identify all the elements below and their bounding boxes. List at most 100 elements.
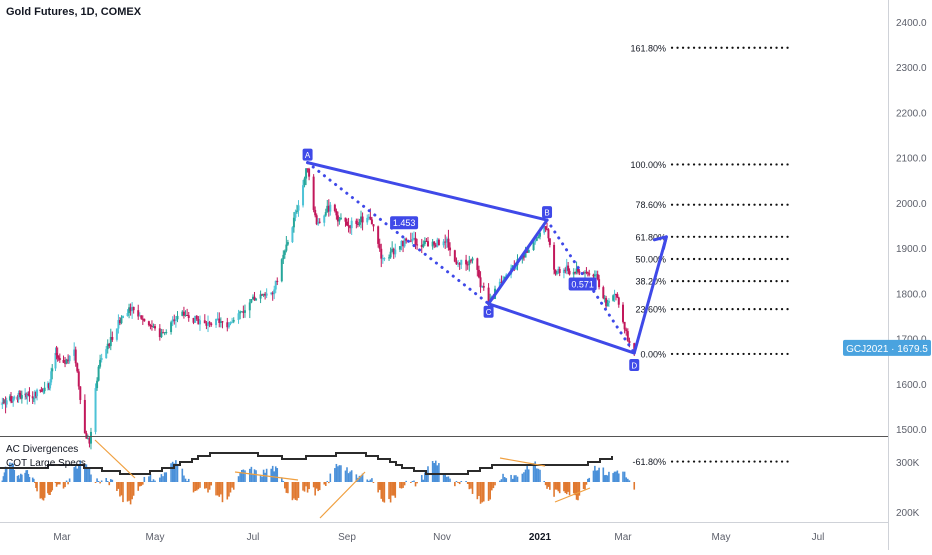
candle-body (282, 255, 284, 259)
histogram-bar (446, 477, 448, 482)
histogram-bar (244, 470, 246, 482)
candle-body (465, 260, 467, 265)
time-tick-label: 2021 (529, 532, 552, 543)
histogram-bar (543, 481, 545, 482)
histogram-bar (283, 481, 285, 482)
histogram-bar (29, 477, 31, 482)
histogram-bar (598, 468, 600, 482)
histogram-bar (588, 478, 590, 482)
candle-body (319, 222, 321, 223)
histogram-bar (603, 468, 605, 482)
candle-body (329, 205, 331, 212)
histogram-bar (130, 482, 132, 504)
candle-body (275, 281, 277, 290)
histogram-bar (185, 479, 187, 482)
histogram-bar (98, 481, 100, 482)
histogram-bar (193, 482, 195, 492)
histogram-bar (457, 482, 459, 483)
candle-body (308, 169, 310, 177)
candle-body (221, 321, 223, 322)
time-tick-label: May (146, 532, 165, 543)
histogram-bar (204, 482, 206, 489)
price-tick-label: 2200.0 (896, 108, 927, 119)
price-tick-label: 1800.0 (896, 289, 927, 300)
histogram-bar (105, 478, 107, 482)
candle-body (127, 313, 129, 316)
histogram-bar (95, 482, 97, 483)
histogram-bar (517, 477, 519, 482)
candle-body (313, 177, 315, 210)
histogram-bar (351, 470, 353, 482)
histogram-bar (110, 479, 112, 482)
candle-body (291, 227, 293, 242)
histogram-bar (154, 481, 156, 482)
histogram-bar (127, 482, 129, 502)
candle-body (369, 217, 371, 220)
histogram-bar (593, 471, 595, 482)
histogram-bar (101, 480, 103, 482)
candle-body (388, 257, 390, 258)
histogram-bar (539, 470, 541, 482)
histogram-bar (196, 482, 198, 490)
histogram-bar (499, 481, 501, 482)
candle-body (627, 331, 629, 341)
histogram-bar (228, 482, 230, 497)
time-tick-label: Jul (812, 532, 825, 543)
histogram-bar (96, 478, 98, 482)
histogram-bar (142, 482, 144, 485)
candle-body (120, 318, 122, 323)
histogram-bar (394, 482, 396, 498)
histogram-bar (313, 482, 315, 487)
histogram-bar (238, 476, 240, 482)
histogram-bar (6, 468, 8, 482)
histogram-bar (239, 473, 241, 482)
candle-body (196, 316, 198, 319)
candle-body (433, 242, 435, 245)
histogram-bar (218, 482, 220, 497)
candle-body (602, 287, 604, 298)
histogram-bar (217, 482, 219, 495)
candle-body (284, 251, 286, 255)
histogram-bar (87, 468, 89, 482)
histogram-bar (264, 473, 266, 482)
candle-body (231, 322, 233, 323)
candle-body (411, 239, 413, 241)
candle-body (79, 386, 81, 400)
candle-body (340, 218, 342, 220)
histogram-bar (220, 482, 222, 494)
histogram-bar (454, 482, 456, 486)
candle-body (351, 221, 353, 228)
candle-body (545, 226, 547, 229)
histogram-bar (373, 482, 375, 483)
candle-body (488, 288, 490, 302)
indicator-label-cot-large-specs: COT Large Specs (6, 458, 86, 469)
histogram-bar (175, 460, 177, 482)
candle-body (346, 222, 348, 226)
candle-body (578, 271, 580, 272)
histogram-bar (316, 482, 318, 489)
histogram-bar (502, 474, 504, 482)
time-tick-label: Mar (614, 532, 632, 543)
candle-body (90, 432, 92, 444)
candle-body (294, 212, 296, 218)
histogram-bar (305, 482, 307, 486)
histogram-bar (533, 463, 535, 482)
histogram-bar (261, 477, 263, 482)
histogram-bar (137, 482, 139, 491)
candle-body (612, 295, 614, 300)
histogram-bar (401, 482, 403, 489)
histogram-bar (255, 470, 257, 482)
candle-body (6, 400, 8, 404)
candle-body (371, 219, 373, 224)
histogram-bar (206, 482, 208, 488)
histogram-bar (348, 473, 350, 482)
histogram-bar (260, 476, 262, 482)
candle-body (536, 238, 538, 241)
histogram-bar (151, 481, 153, 482)
histogram-bar (334, 468, 336, 482)
histogram-bar (627, 479, 629, 482)
price-tick-label: 2100.0 (896, 154, 927, 165)
price-tick-label: 2400.0 (896, 18, 927, 29)
